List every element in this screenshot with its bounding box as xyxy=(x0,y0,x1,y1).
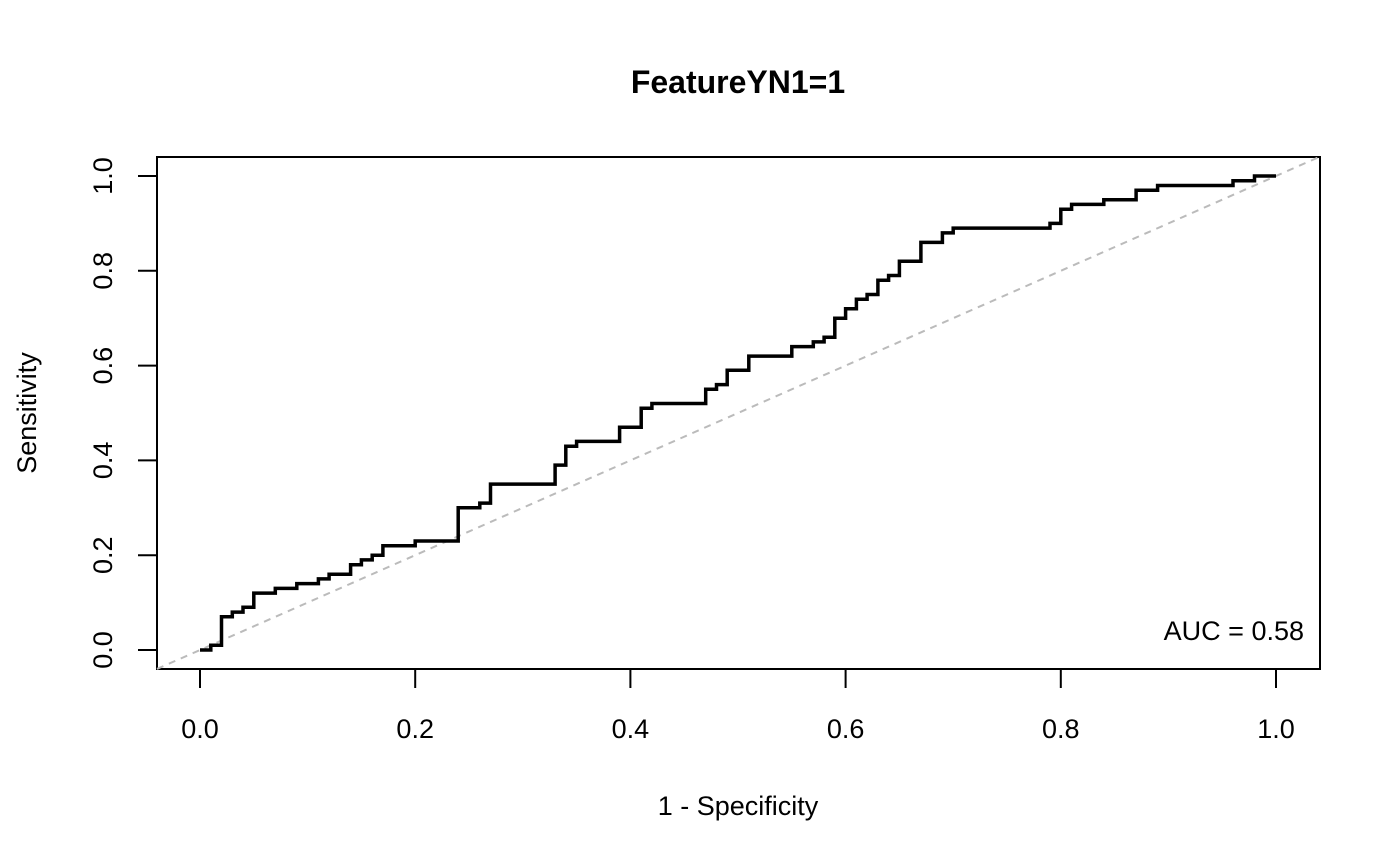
y-tick-label: 1.0 xyxy=(88,157,118,195)
x-axis: 0.0 0.2 0.4 0.6 0.8 1.0 xyxy=(181,668,1295,744)
y-tick-label: 0.6 xyxy=(88,347,118,385)
y-axis-label: Sensitivity xyxy=(12,352,42,474)
y-axis: 0.0 0.2 0.4 0.6 0.8 1.0 xyxy=(88,157,158,669)
auc-annotation: AUC = 0.58 xyxy=(1164,616,1304,646)
x-tick-label: 0.2 xyxy=(396,714,434,744)
x-axis-label: 1 - Specificity xyxy=(658,791,819,821)
x-tick-label: 0.6 xyxy=(827,714,865,744)
x-tick-label: 0.0 xyxy=(181,714,219,744)
y-tick-label: 0.0 xyxy=(88,631,118,669)
x-tick-label: 0.8 xyxy=(1042,714,1080,744)
y-tick-label: 0.8 xyxy=(88,252,118,290)
reference-diagonal xyxy=(156,156,1320,670)
y-tick-label: 0.4 xyxy=(88,442,118,480)
y-tick-label: 0.2 xyxy=(88,536,118,574)
x-tick-label: 1.0 xyxy=(1257,714,1295,744)
x-tick-label: 0.4 xyxy=(612,714,650,744)
roc-curve xyxy=(200,174,1276,652)
chart-title: FeatureYN1=1 xyxy=(631,64,845,100)
